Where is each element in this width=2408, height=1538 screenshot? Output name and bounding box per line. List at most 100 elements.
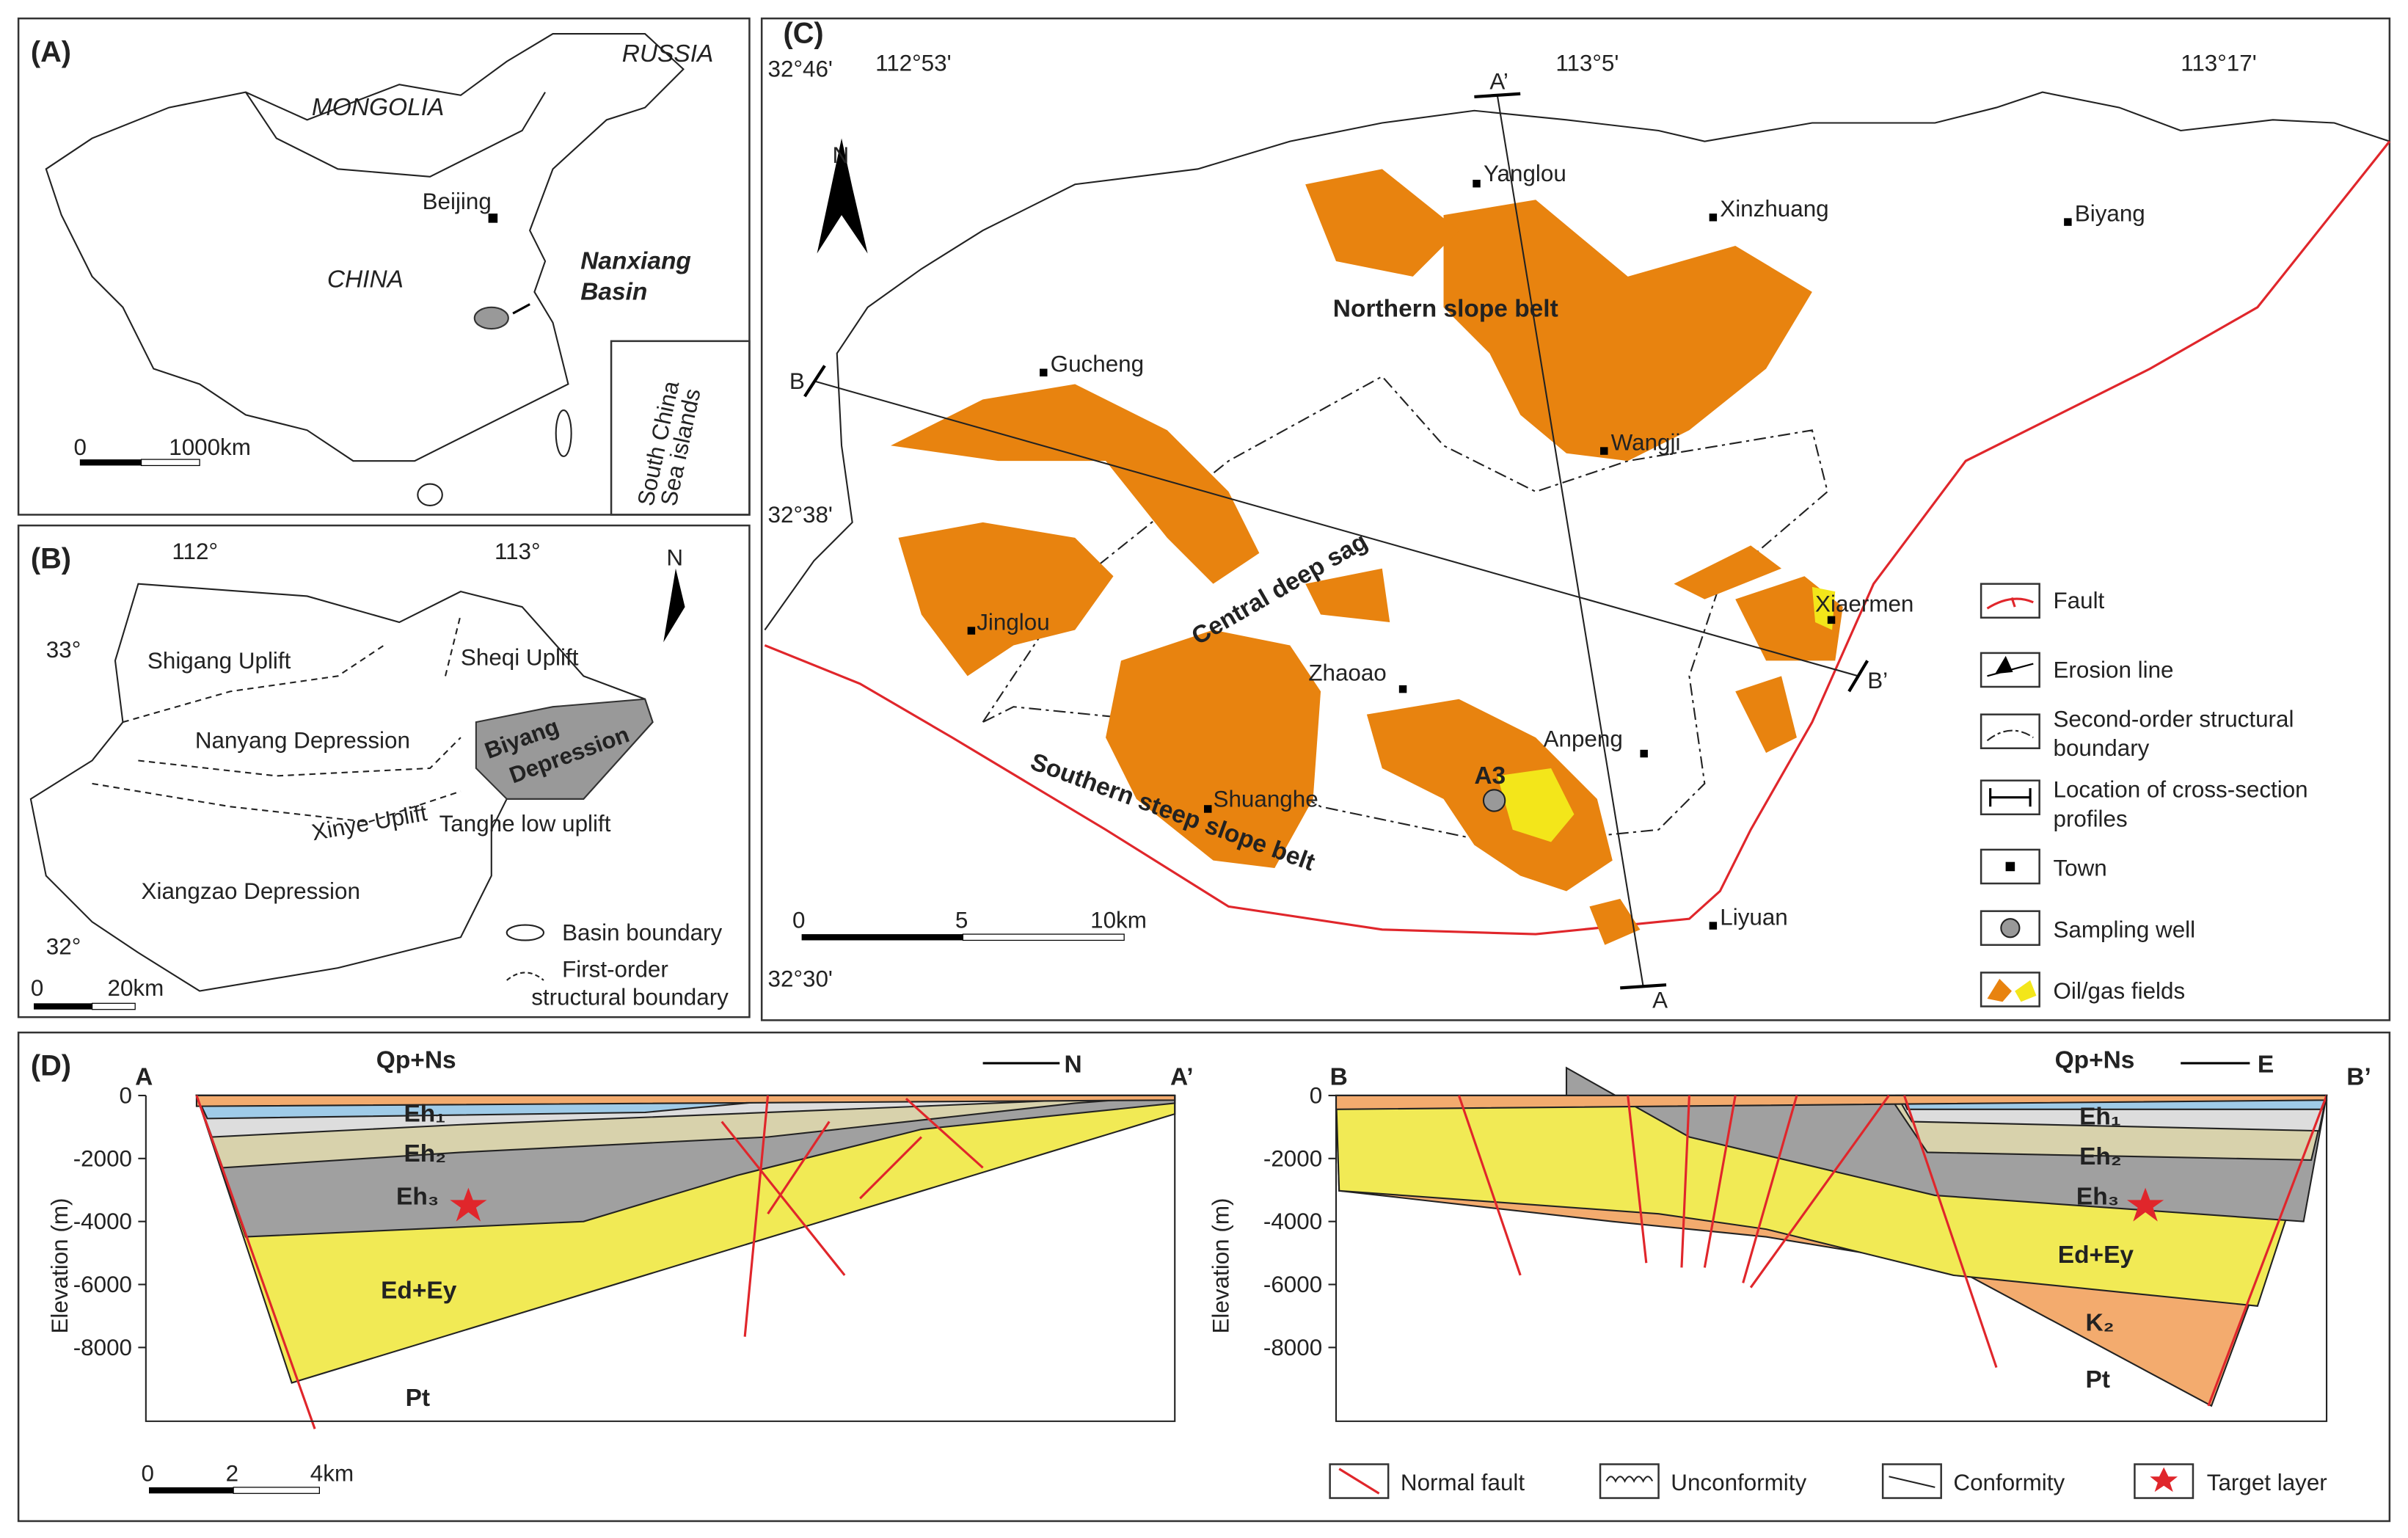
layer-label: Pt xyxy=(406,1385,430,1412)
tick-label: -8000 xyxy=(1263,1335,1322,1360)
right-section xyxy=(1335,1066,2328,1422)
scale-label: 0 xyxy=(792,908,805,933)
legend xyxy=(1329,1463,2194,1499)
basin-label: Nanxiang xyxy=(580,247,691,274)
tick-label: -6000 xyxy=(73,1272,132,1297)
legend xyxy=(1980,583,2040,1007)
north-label: N xyxy=(666,545,683,571)
tick-label: -2000 xyxy=(73,1145,132,1171)
section-end-label: B’ xyxy=(1867,668,1888,693)
town-label: Wangji xyxy=(1611,430,1681,456)
section-end-label: A xyxy=(135,1063,153,1090)
north-arrow xyxy=(817,138,868,254)
legend-label: boundary xyxy=(2053,735,2149,761)
latitude: 32°46' xyxy=(768,57,833,82)
panel-label: (D) xyxy=(31,1050,71,1082)
layer-label: Eh₂ xyxy=(2079,1143,2122,1170)
unit-label: Sheqi Uplift xyxy=(461,645,579,671)
section-end-label: B xyxy=(1330,1063,1348,1090)
town-markers xyxy=(967,179,2072,930)
layer-label: Eh₂ xyxy=(404,1140,446,1167)
town-label: Liyuan xyxy=(1720,905,1787,930)
town-label: Zhaoao xyxy=(1308,660,1386,686)
arrow xyxy=(512,303,530,315)
tick-label: 0 xyxy=(120,1082,132,1108)
oil-fields xyxy=(891,169,1843,945)
china-outline xyxy=(45,33,685,462)
town-label: Shuanghe xyxy=(1214,786,1318,812)
first-order-boundary xyxy=(92,614,461,823)
axis-title: Elevation (m) xyxy=(47,1198,73,1334)
panel-label: (A) xyxy=(31,36,71,68)
unit-label: Shigang Uplift xyxy=(147,648,291,674)
direction-label: E xyxy=(2258,1052,2274,1079)
oil-field xyxy=(1674,545,1782,599)
tick-label: -4000 xyxy=(1263,1209,1322,1234)
legend-label: First-order xyxy=(562,957,668,983)
oil-field xyxy=(1735,676,1797,754)
panel-a: (A) RUSSIA MONGOLIA CHINA Beijing Nanxia… xyxy=(17,17,751,516)
island xyxy=(555,409,572,457)
country-label: RUSSIA xyxy=(622,40,714,68)
town-label: Xiaermen xyxy=(1815,591,1913,616)
scale-bar xyxy=(149,1487,234,1494)
scale-bar xyxy=(233,1487,320,1494)
scale-label: 4km xyxy=(310,1461,354,1487)
legend-label: Town xyxy=(2053,856,2106,881)
layer-label: Eh₁ xyxy=(2079,1104,2121,1131)
town-label: Yanglou xyxy=(1484,161,1566,186)
section-end-label: B xyxy=(789,368,805,394)
layer-label: Qp+Ns xyxy=(2055,1046,2135,1074)
panel-frame xyxy=(17,1031,2391,1523)
longitude: 113°17' xyxy=(2181,50,2256,76)
mongolia-border xyxy=(245,92,546,178)
country-label: CHINA xyxy=(327,266,404,294)
legend-label: Sampling well xyxy=(2053,916,2195,942)
legend-label: Oil/gas fields xyxy=(2053,978,2185,1004)
oil-field xyxy=(898,522,1114,677)
gas-field xyxy=(1497,768,1575,842)
scale-label: 5 xyxy=(955,908,968,933)
city-label: Beijing xyxy=(423,189,492,214)
town-label: Jinglou xyxy=(977,609,1049,635)
section-line xyxy=(814,95,1858,987)
north-label: N xyxy=(832,142,849,168)
layer-label: K₂ xyxy=(2085,1309,2114,1336)
unit-label: Tanghe low uplift xyxy=(439,811,611,837)
legend-label: Normal fault xyxy=(1401,1470,1525,1495)
latitude: 32°38' xyxy=(768,502,833,528)
scale-label: 2 xyxy=(226,1461,238,1487)
legend-label: structural boundary xyxy=(531,984,729,1010)
unit-label: Nanyang Depression xyxy=(195,728,410,754)
layer-label: Pt xyxy=(2085,1366,2109,1393)
panel-label: (C) xyxy=(783,18,823,50)
legend-label: Erosion line xyxy=(2053,657,2173,682)
oil-field xyxy=(1589,898,1641,945)
basin-outline xyxy=(29,583,654,992)
tick-label: 0 xyxy=(1310,1082,1322,1108)
capital-marker xyxy=(488,214,498,223)
panel-frame xyxy=(17,524,751,1018)
direction-label: N xyxy=(1065,1052,1082,1079)
inset-frame xyxy=(610,340,751,516)
oil-field xyxy=(1443,200,1812,462)
town-label: Anpeng xyxy=(1544,726,1623,752)
scale-bar xyxy=(79,459,142,466)
unit-label: Xiangzao Depression xyxy=(142,878,360,904)
erosion-line xyxy=(764,91,2390,631)
tick-label: -8000 xyxy=(73,1335,132,1360)
tick-label: -4000 xyxy=(73,1209,132,1234)
island xyxy=(417,483,443,506)
scale-label: 0 xyxy=(142,1461,154,1487)
section-end-label: A’ xyxy=(1170,1063,1194,1090)
panel-frame xyxy=(760,17,2391,1021)
fault xyxy=(764,140,2391,936)
scale-label: 1000km xyxy=(169,434,251,460)
north-arrow xyxy=(663,568,685,643)
layer-label: Ed+Ey xyxy=(381,1277,457,1304)
town-label: Biyang xyxy=(2075,201,2145,227)
panel-b: (B) 112° 113° 33° 32° N Shigang Uplift S… xyxy=(17,524,751,1018)
layer-label: Eh₃ xyxy=(2076,1184,2119,1211)
panel-frame xyxy=(17,17,751,516)
